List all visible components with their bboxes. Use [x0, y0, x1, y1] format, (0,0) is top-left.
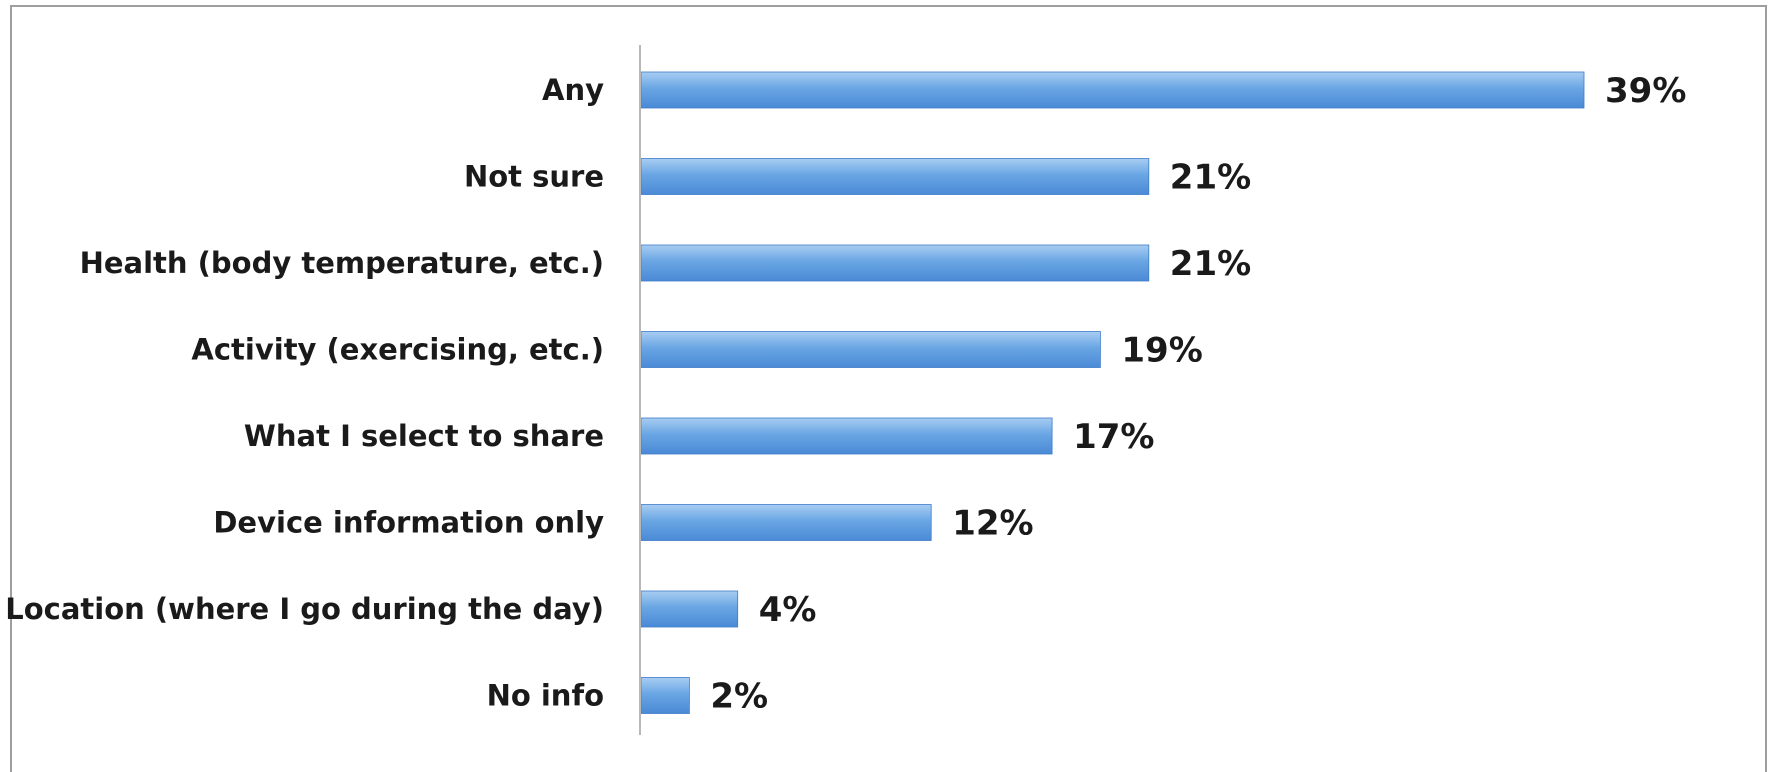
bar [640, 71, 1585, 109]
bar-group-what-i-select-to-share: What I select to share 17% [244, 417, 1155, 457]
bar-group-health-body-temperature-etc: Health (body temperature, etc.) 21% [80, 244, 1252, 284]
value-label: 2% [710, 677, 768, 717]
category-label: No info [487, 679, 604, 713]
bar-group-activity-exercising-etc: Activity (exercising, etc.) 19% [191, 331, 1202, 371]
value-label: 21% [1170, 244, 1251, 284]
value-label: 21% [1170, 158, 1251, 198]
bar [640, 158, 1150, 195]
bar-group-location-where-i-go-during-the-day: Location (where I go during the day) 4% [5, 590, 816, 630]
bar [640, 590, 739, 628]
category-label: Activity (exercising, etc.) [191, 333, 604, 367]
value-label: 19% [1121, 331, 1202, 371]
bar [640, 677, 690, 714]
bar-group-no-info: No info 2% [487, 677, 769, 717]
value-label: 39% [1605, 71, 1686, 111]
value-label: 17% [1073, 417, 1154, 457]
bar [640, 331, 1101, 368]
bar [640, 244, 1150, 282]
bars-layer: Any 39%Not sure 21%Health (body temperatur… [5, 71, 1686, 717]
category-label: Not sure [464, 160, 604, 194]
value-label: 12% [952, 504, 1033, 544]
value-label: 4% [759, 590, 817, 630]
bar-group-any: Any 39% [542, 71, 1686, 111]
category-label: Any [542, 73, 604, 107]
category-label: What I select to share [244, 419, 604, 453]
category-label: Device information only [213, 506, 604, 540]
bar-group-device-information-only: Device information only 12% [213, 504, 1033, 544]
category-label: Location (where I go during the day) [5, 592, 604, 626]
bar-group-not-sure: Not sure 21% [464, 158, 1251, 198]
category-label: Health (body temperature, etc.) [80, 246, 604, 280]
chart-border [10, 5, 1767, 772]
bar [640, 504, 932, 541]
bar [640, 417, 1053, 455]
